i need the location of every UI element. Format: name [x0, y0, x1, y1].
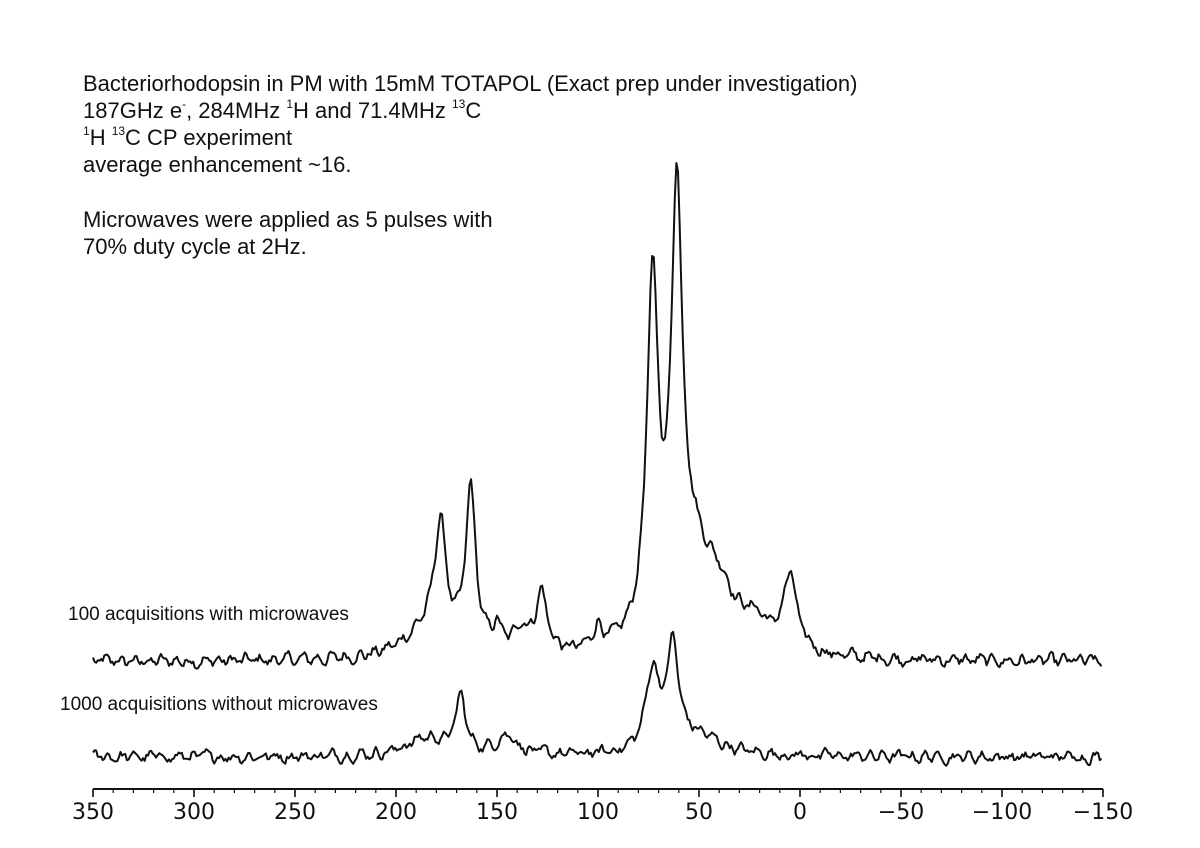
header-line-5: Microwaves were applied as 5 pulses with [83, 206, 857, 233]
series-label-1: 100 acquisitions with microwaves [68, 604, 349, 625]
header-sup-2a: - [182, 96, 187, 111]
header-text-1: Bacteriorhodopsin in PM with 15mM TOTAPO… [83, 71, 858, 96]
series-label-2: 1000 acquisitions without microwaves [60, 694, 378, 715]
x-tick-label: 200 [375, 800, 417, 825]
x-tick-label: −100 [972, 800, 1032, 825]
header-text-2d: C [465, 98, 482, 123]
header-line-6: 70% duty cycle at 2Hz. [83, 233, 857, 260]
header-text-2b: , 284MHz [186, 98, 287, 123]
header-text-4: average enhancement ~16. [83, 152, 352, 177]
header-line-3: 1H 13C CP experiment [83, 124, 857, 151]
header-text-2c: H and 71.4MHz [293, 98, 452, 123]
x-tick-label: 100 [577, 800, 619, 825]
chart-header: Bacteriorhodopsin in PM with 15mM TOTAPO… [83, 70, 857, 260]
x-tick-label: −150 [1073, 800, 1133, 825]
x-tick-label: 150 [476, 800, 518, 825]
x-tick-label: 250 [274, 800, 316, 825]
header-text-2a: 187GHz e [83, 98, 183, 123]
header-sup-2b: 1 [286, 96, 294, 111]
header-text-5: Microwaves were applied as 5 pulses with [83, 207, 493, 232]
header-sup-3b: 13 [111, 123, 126, 138]
header-text-3b: C CP experiment [125, 125, 293, 150]
header-line-2: 187GHz e-, 284MHz 1H and 71.4MHz 13C [83, 97, 857, 124]
header-sup-3a: 1 [83, 123, 90, 138]
x-tick-label: 350 [72, 800, 114, 825]
header-sup-2c: 13 [451, 96, 466, 111]
header-text-6: 70% duty cycle at 2Hz. [83, 234, 307, 259]
x-tick-label: 50 [685, 800, 713, 825]
header-text-3a: H [89, 125, 112, 150]
x-axis: 350 300 250 200 150 100 50 0 −50 −100 −150 [72, 788, 1133, 825]
x-tick-label: −50 [878, 800, 924, 825]
header-line-1: Bacteriorhodopsin in PM with 15mM TOTAPO… [83, 70, 857, 97]
x-tick-label: 300 [173, 800, 215, 825]
header-line-4: average enhancement ~16. [83, 151, 857, 178]
x-tick-label: 0 [793, 800, 807, 825]
series-layer: 100 acquisitions with microwaves 1000 acq… [60, 162, 1103, 767]
spectrum-line-1 [92, 162, 1103, 670]
spectrum-line-2 [92, 630, 1103, 767]
